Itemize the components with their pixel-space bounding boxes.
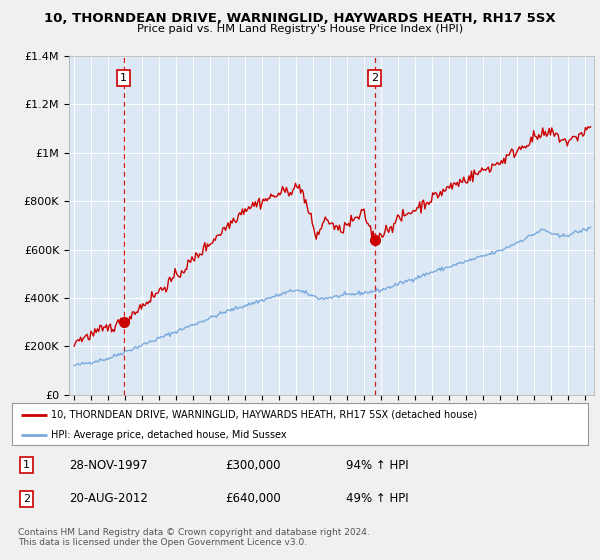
Text: £640,000: £640,000 [225, 492, 281, 505]
Text: 1: 1 [120, 73, 127, 83]
Text: 2: 2 [371, 73, 378, 83]
Text: £300,000: £300,000 [225, 459, 281, 472]
Text: 20-AUG-2012: 20-AUG-2012 [70, 492, 148, 505]
Text: Price paid vs. HM Land Registry's House Price Index (HPI): Price paid vs. HM Land Registry's House … [137, 24, 463, 34]
Text: Contains HM Land Registry data © Crown copyright and database right 2024.
This d: Contains HM Land Registry data © Crown c… [18, 528, 370, 547]
Text: 28-NOV-1997: 28-NOV-1997 [70, 459, 148, 472]
Text: 49% ↑ HPI: 49% ↑ HPI [346, 492, 409, 505]
Text: 2: 2 [23, 494, 30, 503]
Text: 10, THORNDEAN DRIVE, WARNINGLID, HAYWARDS HEATH, RH17 5SX: 10, THORNDEAN DRIVE, WARNINGLID, HAYWARD… [44, 12, 556, 25]
Text: 94% ↑ HPI: 94% ↑ HPI [346, 459, 409, 472]
Text: HPI: Average price, detached house, Mid Sussex: HPI: Average price, detached house, Mid … [51, 430, 287, 440]
Text: 10, THORNDEAN DRIVE, WARNINGLID, HAYWARDS HEATH, RH17 5SX (detached house): 10, THORNDEAN DRIVE, WARNINGLID, HAYWARD… [51, 409, 478, 419]
Text: 1: 1 [23, 460, 30, 470]
